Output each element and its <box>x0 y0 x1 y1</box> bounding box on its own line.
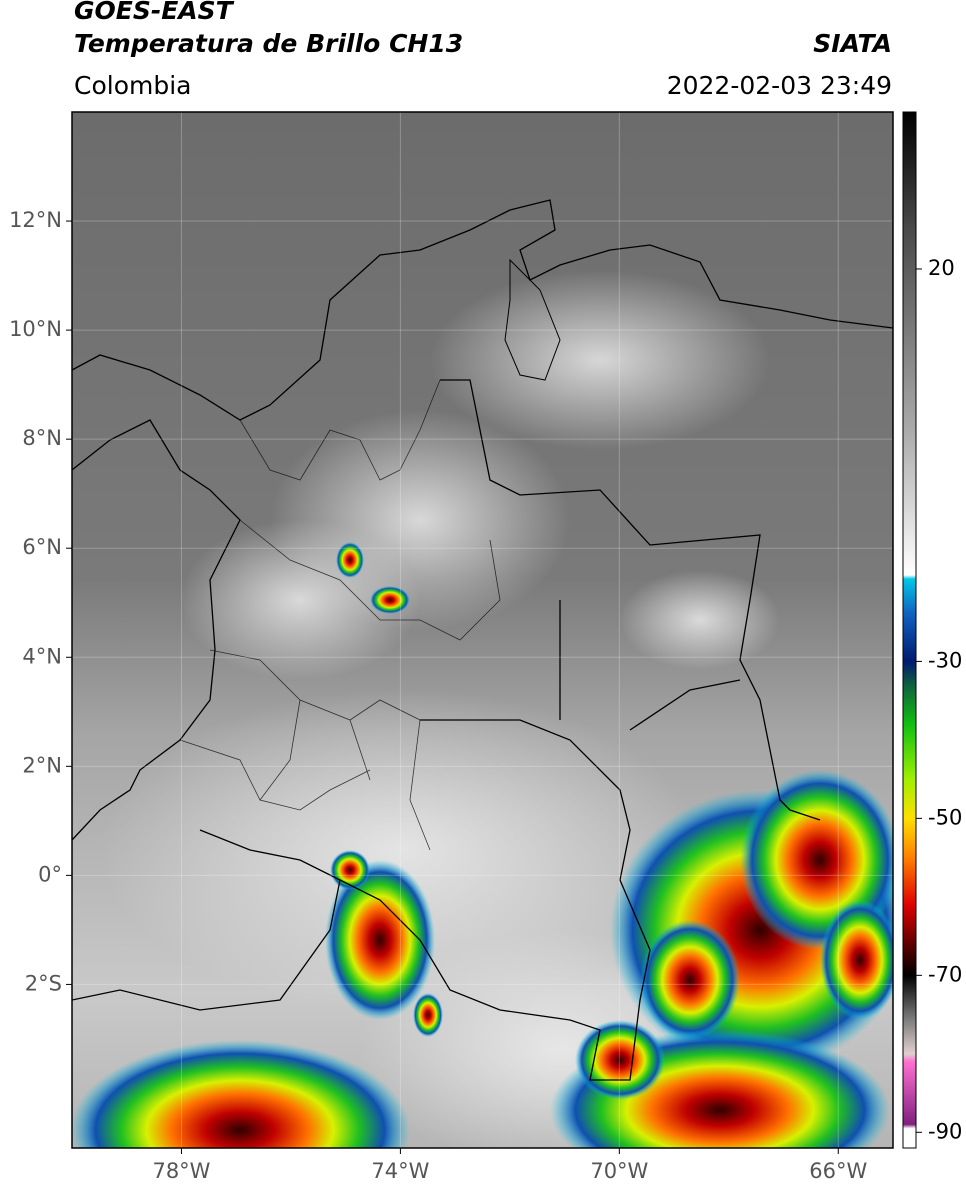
y-tick-label: 0° <box>38 862 62 886</box>
x-tick-label: 70°W <box>590 1159 648 1183</box>
x-tick-label: 74°W <box>371 1159 429 1183</box>
y-tick-label: 8°N <box>22 426 62 450</box>
map-frame <box>71 111 894 1149</box>
y-tick-label: 12°N <box>9 208 62 232</box>
colorbar-tick-label: 20 <box>928 256 955 280</box>
satellite-image <box>72 112 893 1148</box>
colorbar-tick-label: -50 <box>928 805 962 829</box>
source: SIATA <box>813 29 892 58</box>
satellite: GOES-EAST <box>74 0 235 25</box>
y-tick-label: 2°S <box>25 971 62 995</box>
y-tick-label: 10°N <box>9 317 62 341</box>
colorbar-tick-label: -30 <box>928 648 962 672</box>
timestamp: 2022-02-03 23:49 <box>667 71 892 100</box>
y-tick-label: 6°N <box>22 535 62 559</box>
product: Temperatura de Brillo CH13 <box>74 29 463 58</box>
y-tick-label: 4°N <box>22 644 62 668</box>
x-tick-label: 66°W <box>809 1159 867 1183</box>
colorbar-tick-label: -90 <box>928 1119 962 1143</box>
grid <box>72 112 893 1148</box>
region: Colombia <box>74 71 191 100</box>
x-tick-label: 78°W <box>152 1159 210 1183</box>
colorbar <box>902 111 917 1149</box>
colorbar-tick-label: -70 <box>928 962 962 986</box>
y-tick-label: 2°N <box>22 753 62 777</box>
